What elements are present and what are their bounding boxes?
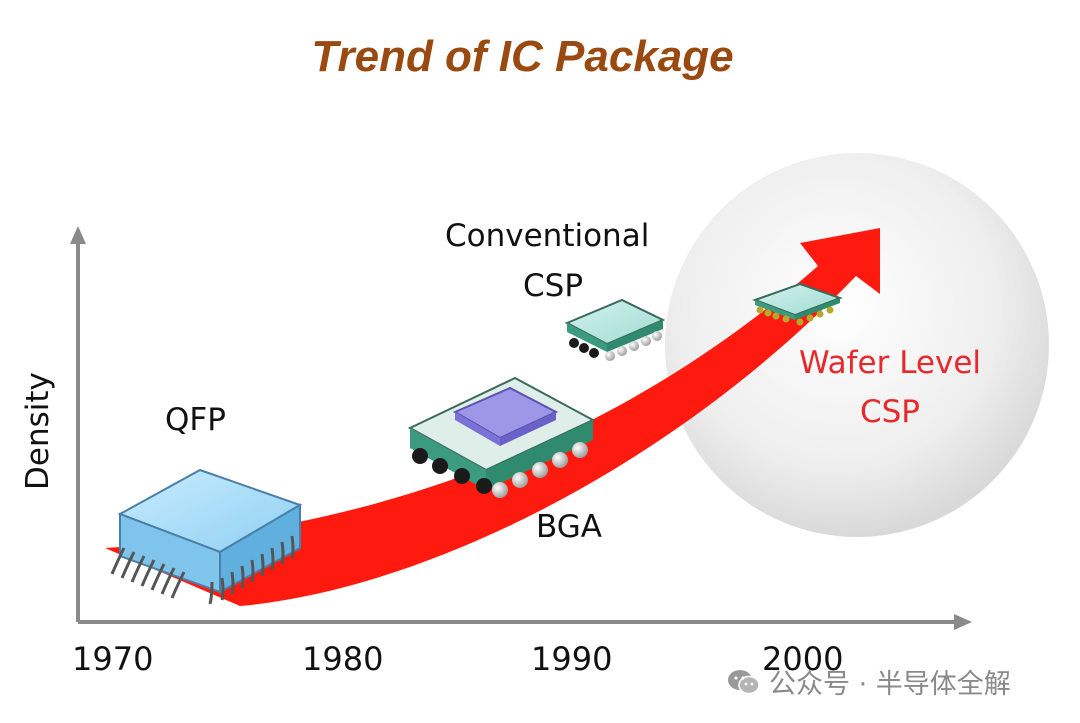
conventional-csp-label-line1: Conventional — [445, 218, 650, 254]
bga-package-icon — [407, 376, 596, 498]
diagram-title: Trend of IC Package — [311, 32, 734, 81]
wafer-level-csp-label-line1: Wafer Level — [798, 345, 982, 381]
x-tick-2000: 2000 — [762, 640, 844, 678]
conventional-csp-package-icon — [564, 298, 666, 361]
qfp-label: QFP — [165, 402, 226, 438]
x-tick-1970: 1970 — [72, 640, 154, 678]
y-axis-label: Density — [20, 372, 56, 490]
x-tick-1980: 1980 — [302, 640, 384, 678]
qfp-package-icon — [110, 468, 303, 605]
wechat-icon — [728, 669, 760, 694]
wafer-level-csp-package-icon — [752, 282, 843, 326]
watermark-text: 公众号 · 半导体全解 — [769, 669, 1011, 700]
wafer-level-csp-label-line2: CSP — [859, 394, 921, 430]
x-tick-1990: 1990 — [531, 640, 613, 678]
watermark: 公众号 · 半导体全解 — [727, 662, 1011, 701]
axes — [70, 226, 972, 630]
conventional-csp-label-line2: CSP — [523, 268, 584, 304]
wafer-level-highlight-sphere — [665, 153, 1049, 537]
bga-label: BGA — [536, 509, 602, 545]
